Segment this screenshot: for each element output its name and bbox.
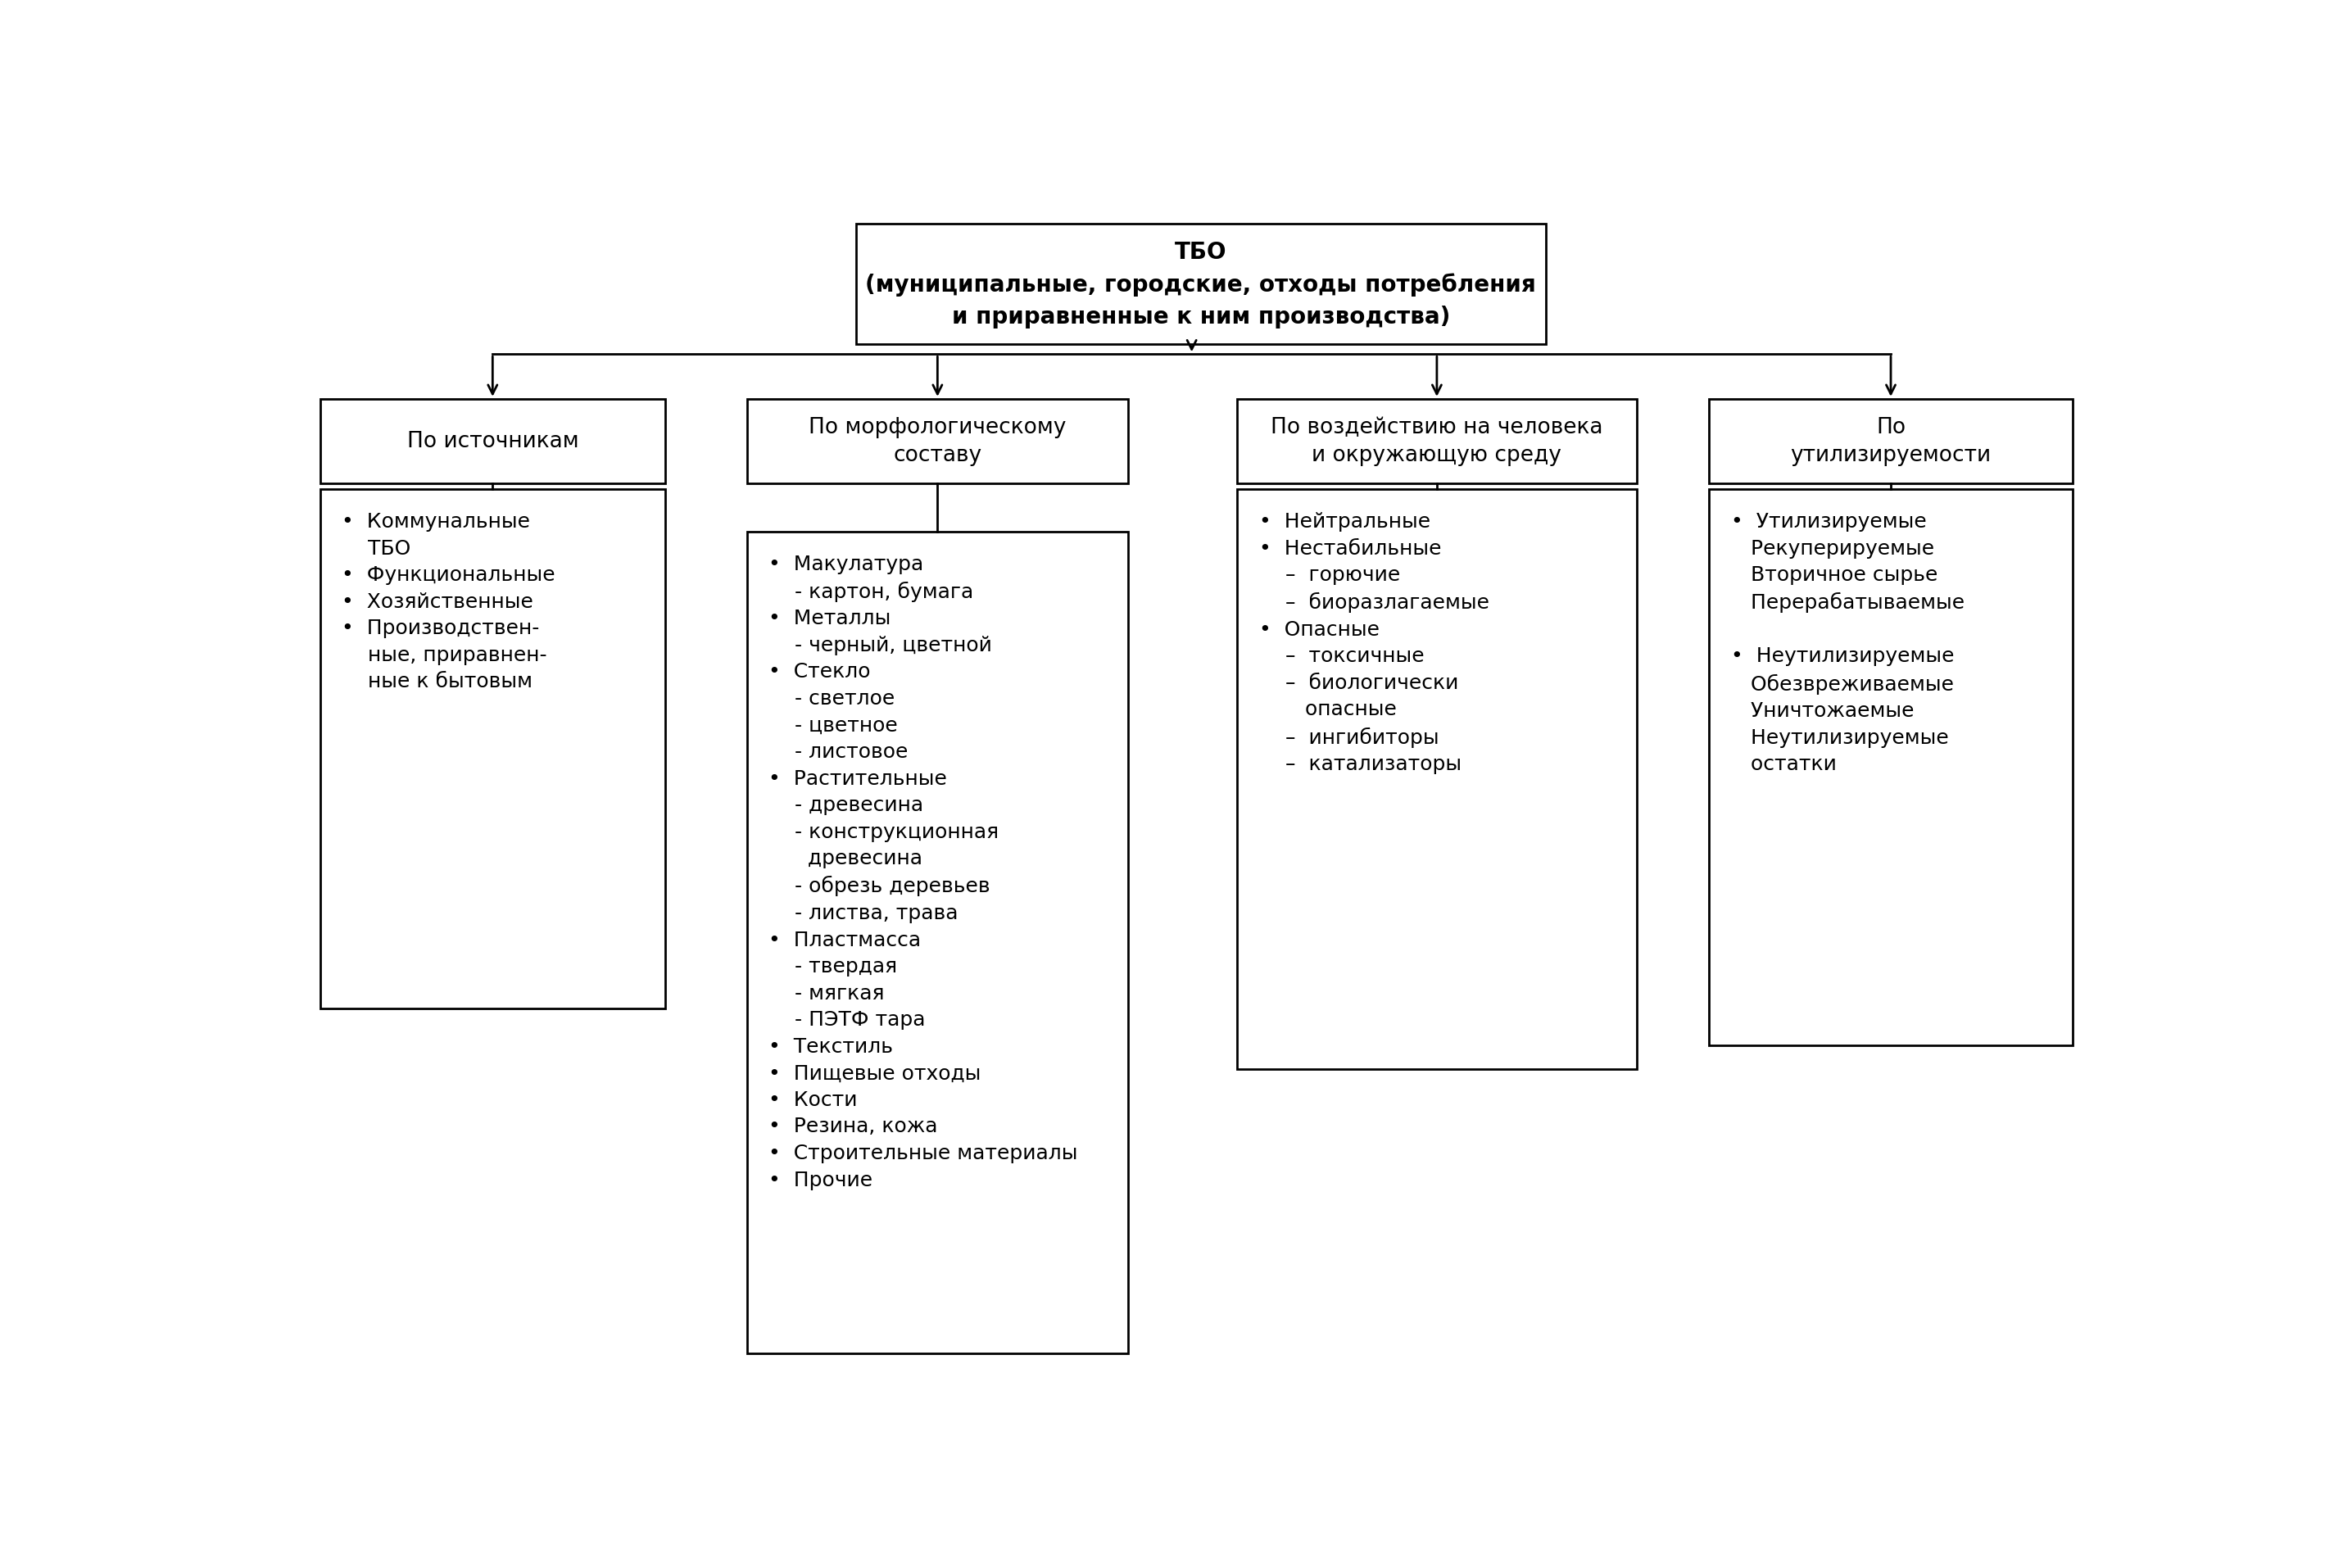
Bar xyxy=(1708,489,2071,1046)
Text: ТБО
(муниципальные, городские, отходы потребления
и приравненные к ним производс: ТБО (муниципальные, городские, отходы по… xyxy=(865,241,1537,329)
Text: •  Нейтральные
•  Нестабильные
    –  горючие
    –  биоразлагаемые
•  Опасные
 : • Нейтральные • Нестабильные – горючие –… xyxy=(1258,511,1490,775)
Bar xyxy=(1237,400,1635,485)
Bar xyxy=(321,400,665,485)
Text: По
утилизируемости: По утилизируемости xyxy=(1790,417,1992,466)
Text: •  Макулатура
    - картон, бумага
•  Металлы
    - черный, цветной
•  Стекло
  : • Макулатура - картон, бумага • Металлы … xyxy=(769,554,1078,1190)
Bar xyxy=(1708,400,2071,485)
Text: •  Коммунальные
    ТБО
•  Функциональные
•  Хозяйственные
•  Производствен-
   : • Коммунальные ТБО • Функциональные • Хо… xyxy=(342,511,555,691)
Bar xyxy=(321,489,665,1010)
Bar xyxy=(747,532,1129,1353)
Bar xyxy=(1237,489,1635,1069)
Text: По морфологическому
составу: По морфологическому составу xyxy=(808,417,1066,466)
Bar xyxy=(747,400,1129,485)
Text: По источникам: По источникам xyxy=(408,431,579,452)
Text: По воздействию на человека
и окружающую среду: По воздействию на человека и окружающую … xyxy=(1270,417,1603,466)
Text: •  Утилизируемые
   Рекуперируемые
   Вторичное сырье
   Перерабатываемые

•  Не: • Утилизируемые Рекуперируемые Вторичное… xyxy=(1731,511,1963,775)
Bar xyxy=(855,224,1546,345)
